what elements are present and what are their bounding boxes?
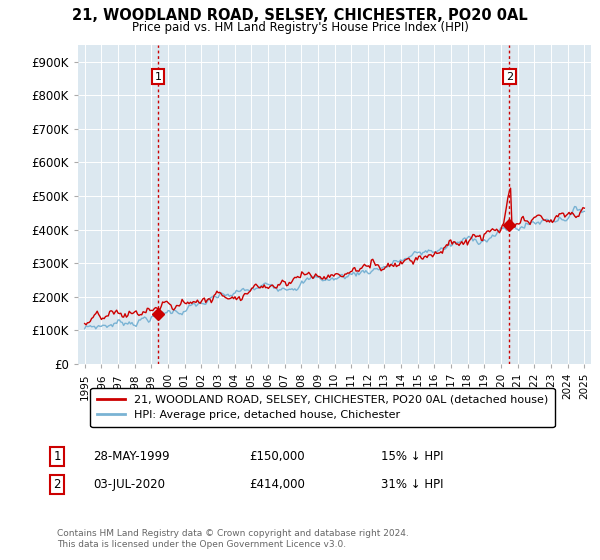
Text: 31% ↓ HPI: 31% ↓ HPI xyxy=(381,478,443,491)
Text: £414,000: £414,000 xyxy=(249,478,305,491)
Text: Contains HM Land Registry data © Crown copyright and database right 2024.
This d: Contains HM Land Registry data © Crown c… xyxy=(57,529,409,549)
Text: 21, WOODLAND ROAD, SELSEY, CHICHESTER, PO20 0AL: 21, WOODLAND ROAD, SELSEY, CHICHESTER, P… xyxy=(72,8,528,24)
Text: Price paid vs. HM Land Registry's House Price Index (HPI): Price paid vs. HM Land Registry's House … xyxy=(131,21,469,34)
Legend: 21, WOODLAND ROAD, SELSEY, CHICHESTER, PO20 0AL (detached house), HPI: Average p: 21, WOODLAND ROAD, SELSEY, CHICHESTER, P… xyxy=(91,388,554,427)
Text: 2: 2 xyxy=(53,478,61,491)
Text: 2: 2 xyxy=(506,72,513,82)
Text: 1: 1 xyxy=(53,450,61,463)
Text: 28-MAY-1999: 28-MAY-1999 xyxy=(93,450,170,463)
Text: 1: 1 xyxy=(155,72,161,82)
Text: 03-JUL-2020: 03-JUL-2020 xyxy=(93,478,165,491)
Text: 15% ↓ HPI: 15% ↓ HPI xyxy=(381,450,443,463)
Text: £150,000: £150,000 xyxy=(249,450,305,463)
